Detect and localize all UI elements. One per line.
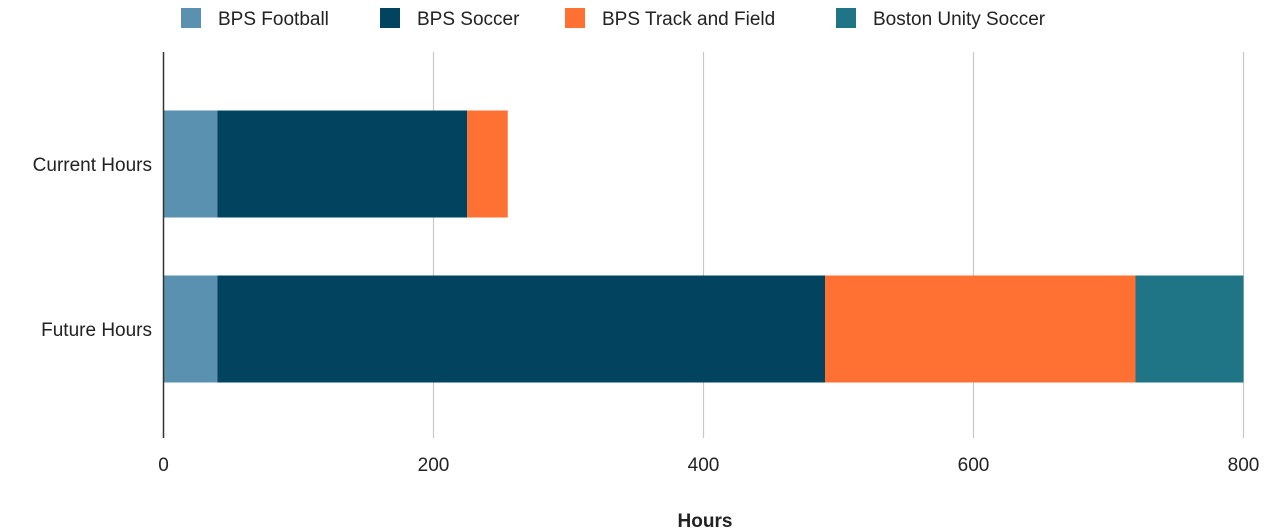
bar-segment-bps-football-current-hours [163,110,218,218]
x-tick-label: 200 [418,455,450,476]
x-tick-labels: 0 200 400 600 800 [158,455,1259,476]
bars [163,110,1244,383]
category-label: Current Hours [33,155,152,176]
category-label: Future Hours [41,320,152,341]
legend-swatch [565,8,585,28]
legend: BPS Football BPS Soccer BPS Track and Fiel… [181,8,1046,30]
legend-label: BPS Soccer [417,9,520,30]
bar-segment-bps-soccer-future-hours [217,275,825,383]
bar-segment-bps-track-and-field-future-hours [825,275,1136,383]
x-axis-title: Hours [678,511,733,530]
x-tick-label: 0 [158,455,169,476]
x-tick-label: 600 [958,455,990,476]
bar-segment-bps-track-and-field-current-hours [467,110,508,218]
legend-swatch [181,8,201,28]
x-tick-label: 800 [1228,455,1260,476]
legend-label: BPS Track and Field [602,9,775,30]
x-tick-label: 400 [688,455,720,476]
bar-segment-bps-football-future-hours [163,275,218,383]
bar-segment-boston-unity-soccer-future-hours [1135,275,1244,383]
legend-label: Boston Unity Soccer [873,9,1046,30]
category-labels: Current Hours Future Hours [33,155,152,341]
bar-segment-bps-soccer-current-hours [217,110,468,218]
legend-swatch [836,8,856,28]
legend-label: BPS Football [218,9,329,30]
legend-swatch [380,8,400,28]
